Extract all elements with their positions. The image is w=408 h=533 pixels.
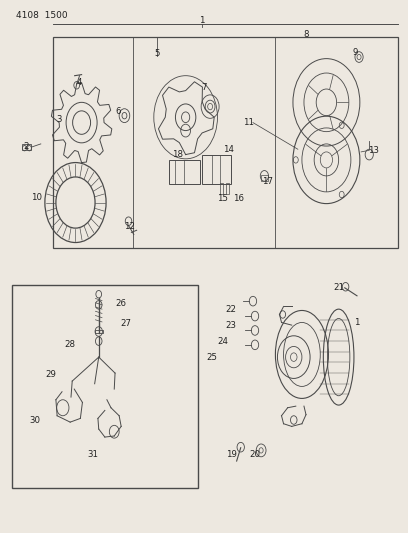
Bar (226, 183, 229, 194)
Text: 1: 1 (199, 16, 205, 25)
Text: 1: 1 (354, 318, 360, 327)
Text: 4108  1500: 4108 1500 (16, 11, 68, 20)
Text: 19: 19 (226, 450, 237, 458)
Text: 4: 4 (77, 78, 82, 87)
Bar (12, 285, 198, 488)
Text: 29: 29 (46, 370, 56, 378)
Text: 5: 5 (154, 49, 160, 58)
Text: 3: 3 (56, 116, 62, 124)
Text: 24: 24 (217, 337, 228, 345)
Text: 15: 15 (217, 194, 228, 203)
Text: 28: 28 (64, 341, 75, 349)
Text: 16: 16 (233, 194, 244, 203)
Text: 17: 17 (262, 177, 273, 185)
Bar (22, 144, 31, 150)
Text: 14: 14 (223, 145, 234, 154)
Text: 13: 13 (368, 146, 379, 155)
Text: 6: 6 (115, 108, 121, 116)
Text: 10: 10 (31, 193, 42, 201)
Bar (169, 160, 200, 184)
Text: 22: 22 (225, 305, 236, 313)
Text: 25: 25 (207, 353, 217, 361)
Text: 8: 8 (303, 30, 309, 39)
Text: 23: 23 (225, 321, 236, 329)
Text: 27: 27 (120, 319, 131, 328)
Bar (202, 155, 231, 184)
Text: 20: 20 (250, 450, 260, 458)
Text: 30: 30 (29, 416, 40, 424)
Text: 31: 31 (88, 450, 98, 458)
Text: 7: 7 (201, 84, 207, 92)
Text: 26: 26 (115, 300, 126, 308)
Bar (95, 330, 103, 333)
Text: 2: 2 (24, 142, 29, 151)
Text: 11: 11 (244, 118, 254, 127)
Bar (261, 175, 268, 181)
Text: 18: 18 (172, 150, 183, 159)
Text: 9: 9 (352, 48, 358, 56)
Bar (53, 37, 398, 248)
Text: 21: 21 (333, 284, 344, 292)
Bar (220, 183, 223, 194)
Text: 12: 12 (124, 222, 135, 231)
